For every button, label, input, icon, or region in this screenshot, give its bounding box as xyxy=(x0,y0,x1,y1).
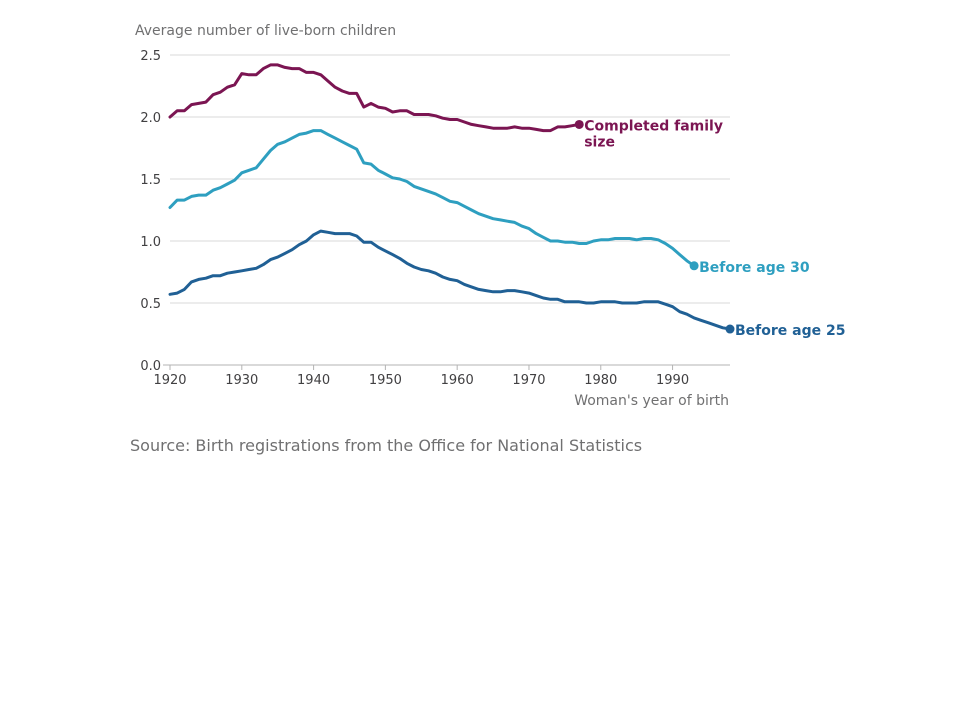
y-tick-label: 1.5 xyxy=(140,173,161,188)
gridlines xyxy=(170,54,730,304)
series-end-point xyxy=(725,324,735,334)
y-axis-ticks: 0.0 0.5 1.0 1.5 2.0 2.5 xyxy=(140,49,161,374)
y-tick-label: 2.0 xyxy=(140,111,161,126)
x-tick-label: 1980 xyxy=(584,373,617,388)
series-end-point xyxy=(689,261,699,271)
y-tick-label: 0.0 xyxy=(140,359,161,374)
y-axis-title: Average number of live-born children xyxy=(135,23,396,39)
x-axis: 1920 1930 1940 1950 1960 1970 1980 1990 xyxy=(153,364,730,388)
x-axis-title: Woman's year of birth xyxy=(574,393,729,409)
series-line xyxy=(168,63,581,133)
source-note: Source: Birth registrations from the Off… xyxy=(130,436,643,455)
series-line xyxy=(168,129,696,268)
x-tick-label: 1930 xyxy=(225,373,258,388)
x-tick-label: 1970 xyxy=(512,373,545,388)
x-tick-label: 1960 xyxy=(441,373,474,388)
series-label: Before age 25 xyxy=(735,323,845,339)
x-tick-label: 1990 xyxy=(656,373,689,388)
y-tick-label: 0.5 xyxy=(140,297,161,312)
series-label: Completed family size xyxy=(584,118,723,150)
series-end-point xyxy=(574,119,584,129)
series-labels: Completed family size Before age 30 Before … xyxy=(584,118,845,339)
x-tick-label: 1920 xyxy=(153,373,186,388)
x-tick-label: 1940 xyxy=(297,373,330,388)
x-tick-label: 1950 xyxy=(369,373,402,388)
series-line xyxy=(168,229,732,331)
series-label: Before age 30 xyxy=(699,260,810,276)
y-tick-label: 1.0 xyxy=(140,235,161,250)
y-tick-label: 2.5 xyxy=(140,49,161,64)
series-lines xyxy=(168,63,735,334)
